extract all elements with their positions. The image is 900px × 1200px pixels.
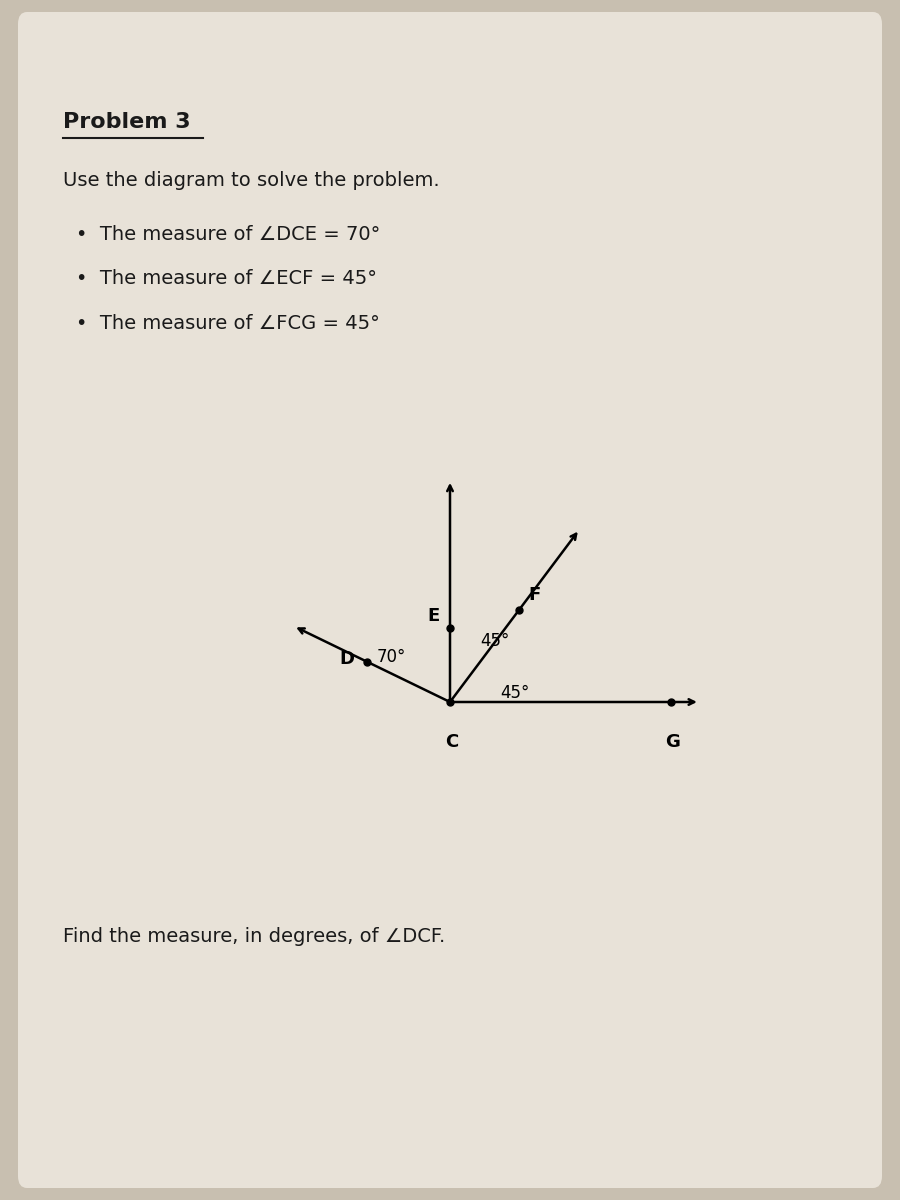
- Text: Problem 3: Problem 3: [63, 112, 191, 132]
- Text: •  The measure of ∠DCE = 70°: • The measure of ∠DCE = 70°: [76, 226, 381, 244]
- Text: 45°: 45°: [481, 631, 510, 649]
- Text: 70°: 70°: [376, 648, 406, 666]
- Text: •  The measure of ∠ECF = 45°: • The measure of ∠ECF = 45°: [76, 269, 377, 288]
- Text: D: D: [340, 650, 355, 668]
- FancyBboxPatch shape: [18, 12, 882, 1188]
- Text: Use the diagram to solve the problem.: Use the diagram to solve the problem.: [63, 170, 439, 190]
- Text: C: C: [446, 733, 458, 751]
- Text: •  The measure of ∠FCG = 45°: • The measure of ∠FCG = 45°: [76, 313, 381, 332]
- Text: Find the measure, in degrees, of ∠DCF.: Find the measure, in degrees, of ∠DCF.: [63, 926, 446, 946]
- Text: E: E: [428, 607, 440, 625]
- Text: F: F: [529, 587, 541, 605]
- Text: G: G: [665, 733, 680, 751]
- Text: 45°: 45°: [500, 684, 530, 702]
